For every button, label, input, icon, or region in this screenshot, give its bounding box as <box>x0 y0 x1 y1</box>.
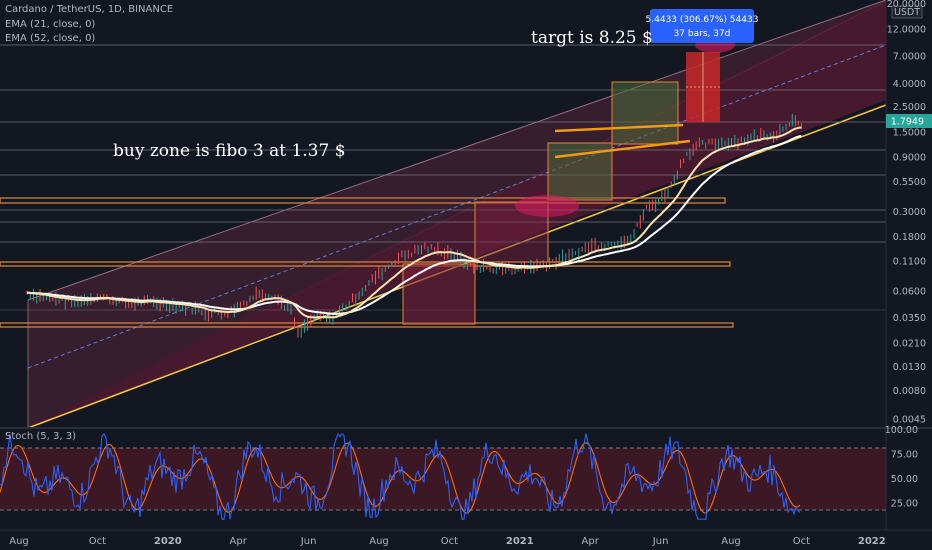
price-axis-tick: 0.0210 <box>893 338 926 349</box>
unit-box <box>891 5 923 19</box>
time-axis-tick: Apr <box>230 536 248 547</box>
range-line-upper <box>554 123 684 133</box>
price-axis-tick: 1.5000 <box>893 128 926 139</box>
stoch-axis-tick: 50.00 <box>891 474 918 485</box>
time-axis-tick: Oct <box>89 536 106 547</box>
time-axis-tick: 2022 <box>858 536 886 547</box>
measure-label-box <box>650 9 754 43</box>
last-price-tag <box>886 114 932 128</box>
zone-box <box>402 263 476 325</box>
time-axis-tick: Aug <box>721 536 741 547</box>
price-axis-tick: 0.0600 <box>893 287 926 298</box>
price-axis-tick: 2.5000 <box>893 102 926 113</box>
channel-mid-line <box>27 44 887 369</box>
legend-ema-52: EMA (52, close, 0) <box>5 33 95 44</box>
price-axis-tick: 7.0000 <box>893 51 926 62</box>
time-axis-tick: Oct <box>793 536 810 547</box>
legend-ema-21: EMA (21, close, 0) <box>5 19 95 30</box>
time-axis[interactable]: Aug Oct 2020 Apr Jun Aug Oct 2021 Apr Jun Aug Oct 20… <box>9 536 886 547</box>
highlight-ellipse <box>515 195 579 217</box>
last-price-label: 1.7949 <box>891 117 924 128</box>
rectangles <box>0 37 735 328</box>
level-box <box>0 322 734 328</box>
time-axis-tick: Oct <box>441 536 458 547</box>
price-axis-unit: USDT <box>894 7 920 18</box>
time-axis-tick: Apr <box>582 536 600 547</box>
stoch-d-line <box>0 442 801 514</box>
time-axis-tick: Aug <box>369 536 389 547</box>
stoch-k-line <box>0 432 801 520</box>
price-axis-tick: 20.0000 <box>887 0 926 10</box>
fib-levels <box>0 44 886 311</box>
time-axis-tick: Jun <box>300 536 317 547</box>
stoch-pane: Stoch (5, 3, 3) <box>0 431 886 520</box>
price-axis-tick: 0.9000 <box>893 153 926 164</box>
stoch-axis-ticks: 100.00 75.00 50.00 25.00 <box>885 425 918 510</box>
stoch-axis-tick: 25.00 <box>891 499 918 510</box>
stoch-label: Stoch (5, 3, 3) <box>5 431 76 442</box>
price-axis[interactable] <box>886 0 932 530</box>
level-box <box>0 197 726 204</box>
price-axis-tick: 0.0080 <box>893 386 926 397</box>
ema-layer <box>27 126 802 319</box>
measure-label-line2: 37 bars, 37d <box>674 29 731 39</box>
price-axis-tick: 0.1800 <box>893 232 926 243</box>
price-axis-tick: 0.0350 <box>893 313 926 324</box>
annotation-buy-zone: buy zone is fibo 3 at 1.37 $ <box>113 141 346 161</box>
price-axis-tick: 12.0000 <box>887 25 926 36</box>
level-box <box>0 261 731 267</box>
stoch-axis-tick: 100.00 <box>885 425 918 436</box>
chart-title: Cardano / TetherUS, 1D, BINANCE <box>5 4 173 15</box>
time-axis-tick: Aug <box>9 536 29 547</box>
measure-label: 5.4433 (306.67%) 54433 37 bars, 37d <box>646 9 759 43</box>
stoch-lines <box>0 432 801 520</box>
price-axis-ticks: 12.0000 7.0000 4.0000 2.5000 1.5000 0.9000 0.5… <box>887 0 926 426</box>
time-axis-tick: 2020 <box>154 536 182 547</box>
price-axis-tick: 0.0045 <box>893 415 926 426</box>
price-axis-tick: 0.3000 <box>893 207 926 218</box>
price-axis-tick: 0.0130 <box>893 362 926 373</box>
stoch-axis-tick: 75.00 <box>891 450 918 461</box>
time-axis-tick: Jun <box>652 536 669 547</box>
measure-label-line1: 5.4433 (306.67%) 54433 <box>646 15 759 25</box>
annotation-target: targt is 8.25 $ <box>531 28 653 48</box>
range-line-lower <box>554 139 691 159</box>
price-axis-tick: 4.0000 <box>893 79 926 90</box>
time-axis-tick: 2021 <box>506 536 534 547</box>
ema-21-line <box>27 126 802 319</box>
legend: Cardano / TetherUS, 1D, BINANCE EMA (21,… <box>5 4 173 44</box>
price-axis-tick: 0.5500 <box>893 177 926 188</box>
zone-box <box>611 81 679 145</box>
price-axis-tick: 0.1100 <box>893 257 926 268</box>
